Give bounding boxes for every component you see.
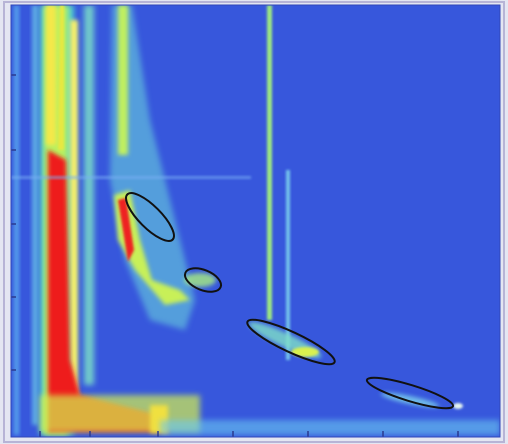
frame-border	[3, 1, 505, 443]
cluster	[184, 273, 216, 287]
streak	[286, 170, 290, 360]
streak	[118, 5, 128, 155]
axis-ticks	[11, 74, 459, 437]
cluster	[291, 347, 319, 357]
streak	[32, 5, 38, 425]
streak	[46, 5, 56, 145]
hot-region	[118, 198, 134, 262]
cluster	[453, 403, 463, 409]
streak	[11, 176, 251, 179]
streak	[160, 420, 500, 435]
annotation-ellipse	[183, 267, 223, 293]
intensity-field	[11, 5, 500, 435]
plot-border	[10, 4, 501, 438]
streak	[84, 5, 94, 385]
streak	[14, 5, 19, 435]
plume	[114, 190, 190, 305]
annotation-ellipse	[246, 318, 336, 366]
streak	[70, 20, 78, 400]
annotation-ellipse	[125, 192, 175, 242]
streak	[267, 5, 272, 320]
annotation-ellipse	[365, 376, 455, 410]
streak	[58, 5, 64, 150]
